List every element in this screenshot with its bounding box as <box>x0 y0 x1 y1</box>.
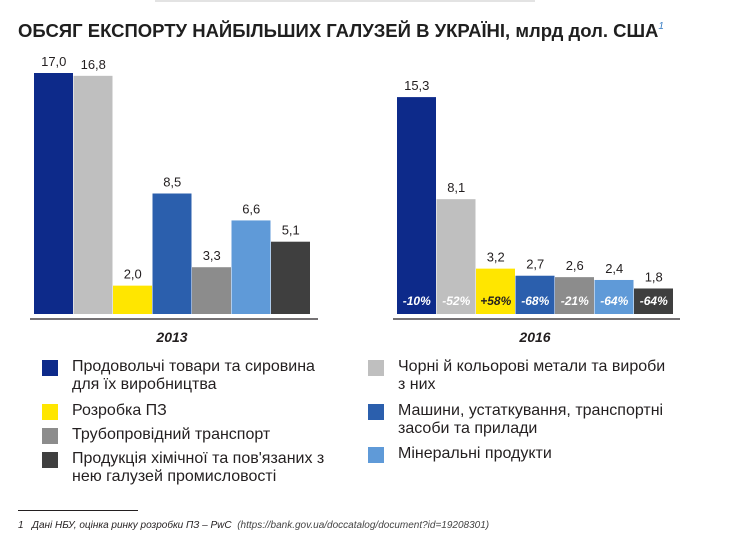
value-label-2016-4: 2,6 <box>566 258 584 273</box>
legend-swatch <box>368 360 384 376</box>
legend-item: Розробка ПЗ <box>42 402 332 420</box>
top-rule <box>155 0 535 2</box>
value-label-2016-1: 8,1 <box>447 180 465 195</box>
value-label-2016-3: 2,7 <box>526 257 544 272</box>
change-label-2016-1: -52% <box>442 294 470 308</box>
legend-label: Продукція хімічної та пов'язаних з нею г… <box>72 450 325 485</box>
bar-2016-5 <box>594 279 634 314</box>
legend-swatch <box>368 447 384 463</box>
value-label-2016-2: 3,2 <box>487 250 505 265</box>
bar-2016-0 <box>397 97 436 314</box>
legend-label: Мінеральні продукти <box>398 445 552 462</box>
year-label-2016: 2016 <box>518 329 550 345</box>
footnote-marker: 1 <box>18 520 24 531</box>
bar-2013-5 <box>231 220 271 314</box>
legend-label: Розробка ПЗ <box>72 402 167 419</box>
footnote-rule <box>18 510 138 511</box>
change-label-2016-6: -64% <box>640 294 668 308</box>
value-label-2013-3: 8,5 <box>163 175 181 190</box>
value-label-2013-5: 6,6 <box>242 201 260 216</box>
bar-2013-6 <box>271 241 310 314</box>
bar-2016-2 <box>476 268 515 314</box>
footnote: 1 Дані НБУ, оцінка ринку розробки ПЗ – P… <box>18 520 489 531</box>
legend-swatch <box>42 428 58 444</box>
legend-swatch <box>368 404 384 420</box>
chart-title: ОБСЯГ ЕКСПОРТУ НАЙБІЛЬШИХ ГАЛУЗЕЙ В УКРА… <box>18 20 664 42</box>
bar-2013-4 <box>192 267 231 314</box>
value-label-2016-5: 2,4 <box>605 261 623 276</box>
legend-item: Машини, устаткування, транспортні засоби… <box>368 402 668 438</box>
bar-2013-3 <box>152 193 192 314</box>
legend-item: Продовольчі товари та сировина для їх ви… <box>42 358 332 394</box>
bar-2016-1 <box>436 199 476 314</box>
change-label-2016-5: -64% <box>600 294 628 308</box>
bar-2016-4 <box>555 277 594 314</box>
bar-2016-6 <box>634 288 673 314</box>
legend-item: Мінеральні продукти <box>368 445 668 463</box>
chart-panel-2013: 17,0 16,8 2,0 8,5 3,3 6,6 5,1 2013 <box>30 54 318 345</box>
change-label-2016-4: -21% <box>561 294 589 308</box>
bar-2016-3 <box>515 275 555 314</box>
value-label-2013-2: 2,0 <box>124 267 142 282</box>
bar-2013-1 <box>73 75 113 314</box>
legend-label: Трубопровідний транспорт <box>72 426 271 443</box>
change-label-2016-3: -68% <box>521 294 549 308</box>
bar-2013-2 <box>113 285 152 314</box>
footnote-text: Дані НБУ, оцінка ринку розробки ПЗ – PwC <box>31 520 232 531</box>
legend-item: Чорні й кольорові метали та вироби з них <box>368 358 668 394</box>
legend-label: Чорні й кольорові метали та вироби з них <box>398 358 666 393</box>
change-label-2016-2: +58% <box>480 294 511 308</box>
footnote-url: (https://bank.gov.ua/doccatalog/document… <box>237 520 490 531</box>
legend-swatch <box>42 452 58 468</box>
value-label-2016-0: 15,3 <box>404 78 429 93</box>
legend-swatch <box>42 360 58 376</box>
value-label-2013-6: 5,1 <box>282 223 300 238</box>
chart-title-text: ОБСЯГ ЕКСПОРТУ НАЙБІЛЬШИХ ГАЛУЗЕЙ В УКРА… <box>18 20 659 41</box>
chart-panel-2016: 15,3 -10% 8,1 -52% 3,2 +58% 2,7 -68% 2,6 -21% 2,4 -… <box>393 78 680 345</box>
legend-swatch <box>42 404 58 420</box>
title-footnote-marker: 1 <box>658 21 664 32</box>
value-label-2013-4: 3,3 <box>203 248 221 263</box>
legend-item: Продукція хімічної та пов'язаних з нею г… <box>42 450 332 486</box>
value-label-2013-0: 17,0 <box>41 54 66 69</box>
change-label-2016-0: -10% <box>403 294 431 308</box>
legend-item: Трубопровідний транспорт <box>42 426 332 444</box>
legend-label: Продовольчі товари та сировина для їх ви… <box>72 358 315 393</box>
legend-label: Машини, устаткування, транспортні засоби… <box>398 402 664 437</box>
value-label-2016-6: 1,8 <box>645 269 663 284</box>
bar-2013-0 <box>34 73 73 314</box>
value-label-2013-1: 16,8 <box>81 57 106 72</box>
year-label-2013: 2013 <box>155 329 187 345</box>
